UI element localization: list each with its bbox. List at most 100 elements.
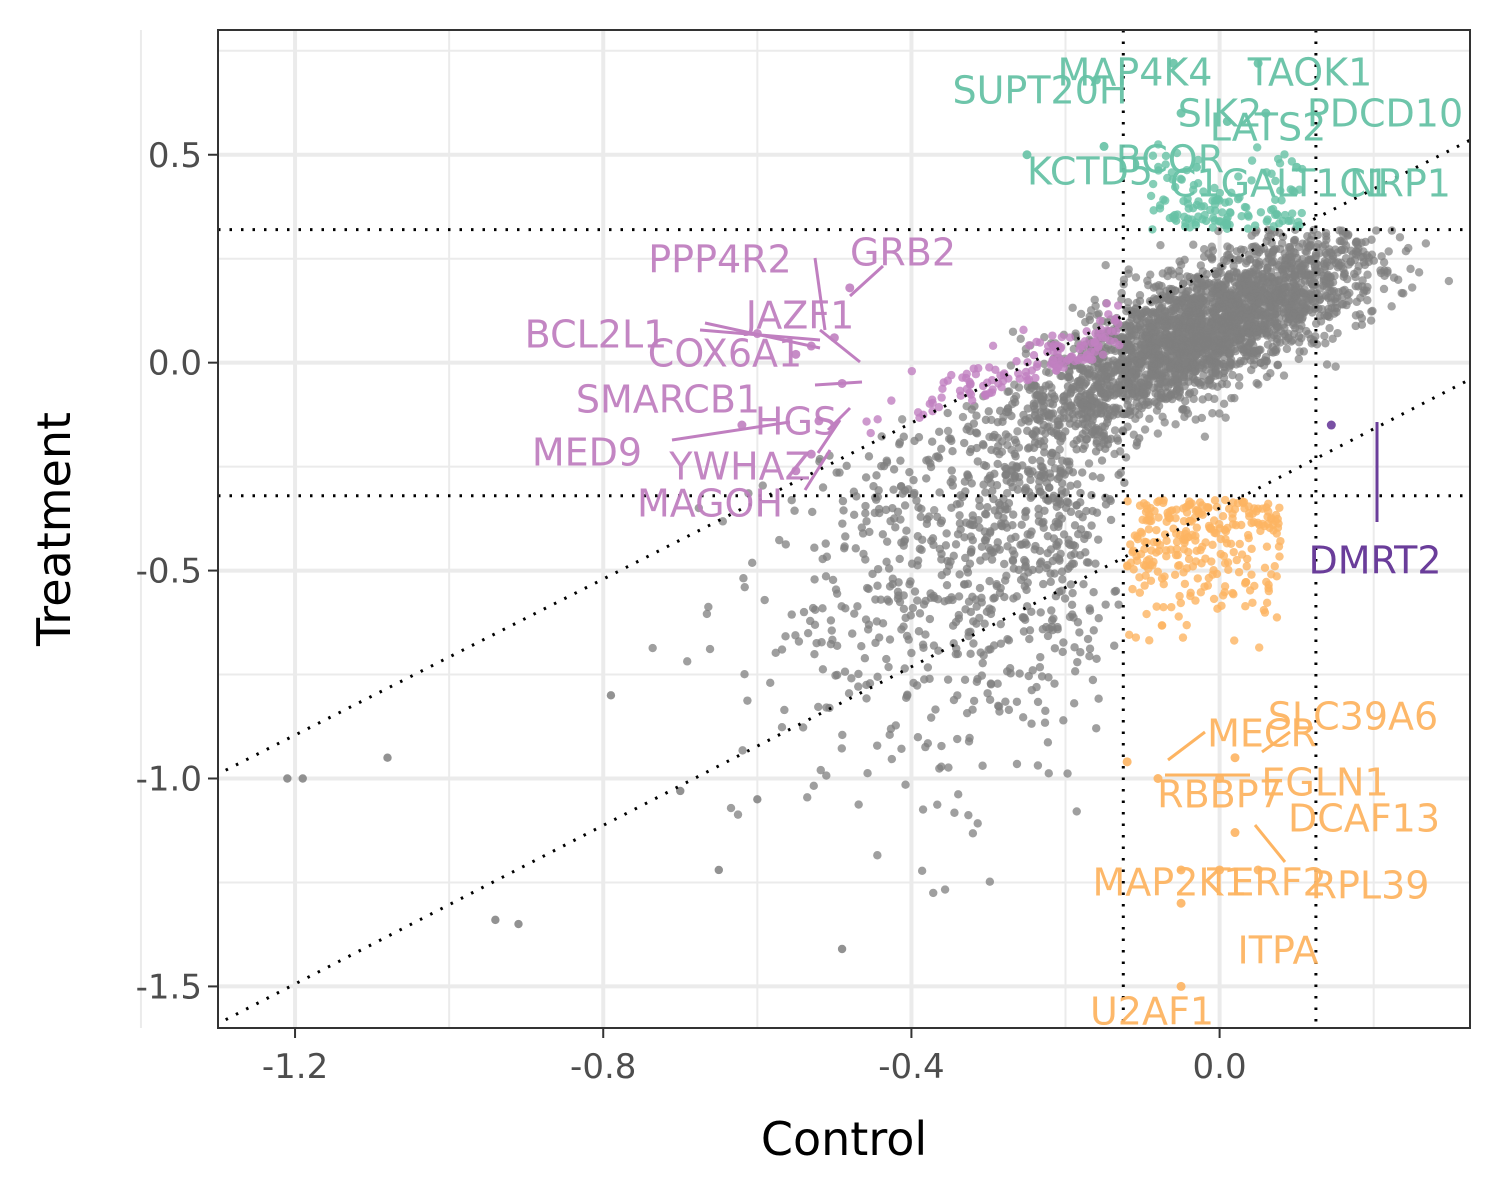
data-point: [1289, 329, 1299, 339]
labeled-point: [814, 416, 824, 426]
data-point: [1113, 436, 1123, 445]
data-point: [1363, 270, 1372, 279]
data-point: [1126, 540, 1135, 549]
data-point: [963, 568, 973, 577]
data-point: [873, 672, 882, 682]
data-point: [1103, 403, 1112, 413]
data-point: [961, 553, 970, 563]
leader-line: [814, 380, 863, 387]
data-point: [1025, 469, 1035, 478]
data-point: [1256, 526, 1265, 536]
data-point: [1173, 318, 1182, 328]
data-point: [1028, 565, 1037, 575]
data-point: [947, 436, 956, 446]
data-point: [1057, 486, 1067, 495]
data-point: [1207, 557, 1216, 566]
data-point: [909, 475, 918, 485]
data-point: [1103, 326, 1112, 335]
data-point: [1073, 618, 1083, 627]
data-point: [1048, 355, 1058, 365]
data-point: [1192, 376, 1202, 385]
data-point: [951, 649, 961, 659]
data-point: [965, 377, 974, 387]
leader-line: [1167, 730, 1206, 762]
data-point: [893, 594, 903, 603]
data-point: [960, 580, 969, 589]
data-point: [926, 593, 936, 603]
data-point: [1070, 643, 1079, 652]
data-point: [1134, 410, 1144, 419]
data-point: [1014, 383, 1024, 392]
data-point: [1118, 426, 1127, 435]
data-point: [1247, 570, 1256, 579]
data-point: [882, 654, 891, 664]
data-point: [1224, 565, 1233, 574]
data-point: [1233, 194, 1243, 204]
data-point: [902, 526, 911, 535]
data-point: [1179, 333, 1188, 342]
data-point: [1002, 571, 1011, 581]
data-point: [849, 510, 859, 520]
data-point: [837, 744, 846, 753]
data-point: [1182, 620, 1191, 630]
data-point: [904, 485, 913, 494]
data-point: [1193, 179, 1203, 188]
data-point: [985, 528, 995, 538]
data-point: [1319, 274, 1328, 284]
data-point: [1027, 719, 1036, 728]
data-point: [1008, 546, 1017, 555]
data-point: [1175, 383, 1184, 393]
data-point: [1091, 301, 1100, 311]
data-point: [872, 495, 881, 504]
data-point: [1147, 353, 1157, 362]
data-point: [1059, 716, 1068, 725]
data-point: [1094, 694, 1103, 703]
data-point: [1021, 557, 1030, 566]
data-point: [1041, 381, 1051, 390]
data-point: [1074, 410, 1083, 419]
data-point: [1073, 480, 1082, 489]
data-point: [1046, 399, 1055, 408]
data-point: [1226, 539, 1236, 549]
data-point: [1011, 452, 1020, 461]
data-point: [1197, 278, 1206, 287]
data-point: [1194, 343, 1203, 352]
data-point: [1072, 500, 1081, 510]
data-point: [1056, 549, 1065, 559]
data-point: [1058, 575, 1067, 584]
data-point: [760, 595, 769, 605]
data-point: [1048, 331, 1057, 340]
data-point: [1193, 332, 1202, 341]
data-point: [1057, 356, 1066, 365]
data-point: [981, 415, 991, 425]
data-point: [1366, 316, 1376, 325]
data-point: [1145, 414, 1154, 424]
data-point: [900, 501, 910, 510]
data-point: [958, 373, 967, 382]
data-point: [841, 532, 850, 541]
data-point: [1028, 455, 1037, 465]
label-leader-lines: [671, 257, 1379, 863]
data-point: [1143, 276, 1152, 285]
data-point: [864, 620, 874, 629]
data-point: [1033, 697, 1043, 707]
data-point: [799, 607, 809, 617]
data-point: [1092, 508, 1102, 517]
data-point: [1072, 445, 1081, 454]
data-point: [1358, 276, 1367, 285]
data-point: [1019, 572, 1029, 581]
data-point: [1032, 415, 1042, 424]
data-point: [948, 595, 957, 605]
data-point: [854, 682, 863, 691]
data-point: [1132, 315, 1141, 324]
data-point: [865, 679, 875, 688]
data-point: [992, 481, 1002, 490]
data-point: [1052, 502, 1062, 511]
data-point: [939, 378, 948, 387]
data-point: [871, 638, 880, 648]
data-point: [1209, 594, 1219, 604]
data-point: [1139, 308, 1149, 317]
data-point: [1192, 546, 1201, 556]
data-point: [1003, 505, 1012, 514]
data-point: [977, 542, 987, 551]
